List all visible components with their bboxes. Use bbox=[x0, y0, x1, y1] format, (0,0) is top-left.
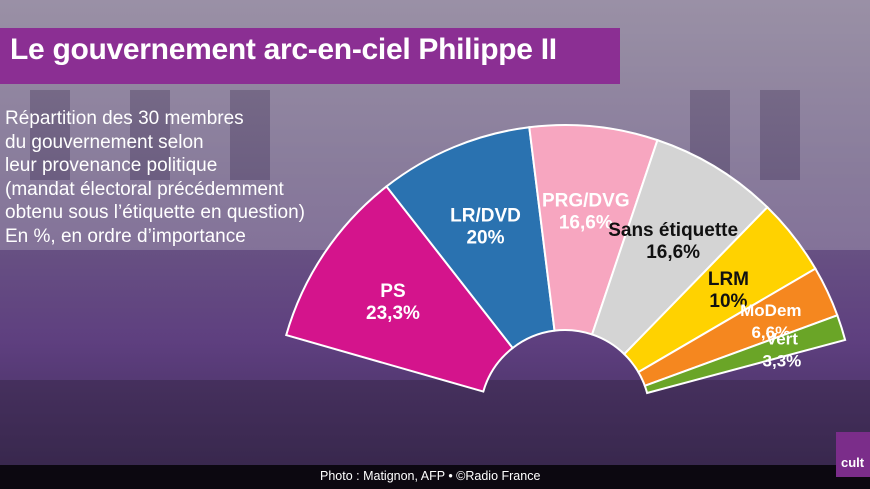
description-line: En %, en ordre d’importance bbox=[5, 225, 246, 247]
photo-credit: Photo : Matignon, AFP • ©Radio France bbox=[320, 469, 541, 483]
logo-text: cult bbox=[841, 455, 865, 470]
france-culture-logo bbox=[836, 432, 870, 477]
slice-label: LR/DVD bbox=[450, 205, 521, 226]
slice-label: PS bbox=[380, 281, 405, 302]
slice-label: Vert bbox=[766, 329, 798, 348]
slice-vert bbox=[643, 314, 847, 395]
footer-bar bbox=[0, 465, 870, 489]
description-line: leur provenance politique bbox=[5, 155, 218, 176]
title-banner bbox=[0, 28, 620, 84]
slice-value-label: 10% bbox=[709, 291, 747, 312]
description-line: Répartition des 30 membres bbox=[5, 108, 244, 129]
description-line: du gouvernement selon bbox=[5, 131, 204, 153]
slice-prg-dvg bbox=[528, 124, 659, 336]
slice-ps bbox=[284, 185, 515, 393]
slice-label: PRG/DVG bbox=[542, 191, 630, 212]
slice-value-label: 23,3% bbox=[366, 303, 420, 324]
description-line: obtenu sous l’étiquette en question) bbox=[5, 202, 305, 223]
slice-label: Sans étiquette bbox=[608, 220, 738, 241]
slice-label: LRM bbox=[708, 269, 749, 290]
slice-value-label: 3,3% bbox=[763, 351, 802, 370]
slice-label: MoDem bbox=[740, 301, 801, 320]
slice-value-label: 16,6% bbox=[646, 242, 700, 263]
slice-sans-tiquette bbox=[590, 138, 769, 356]
slice-value-label: 16,6% bbox=[559, 213, 613, 234]
slice-lr-dvd bbox=[385, 126, 556, 350]
description-line: (mandat électoral précédemment bbox=[5, 178, 284, 200]
slice-value-label: 20% bbox=[466, 227, 504, 248]
chart-title: Le gouvernement arc-en-ciel Philippe II bbox=[10, 33, 557, 66]
chart-description: Répartition des 30 membres du gouverneme… bbox=[5, 107, 305, 248]
